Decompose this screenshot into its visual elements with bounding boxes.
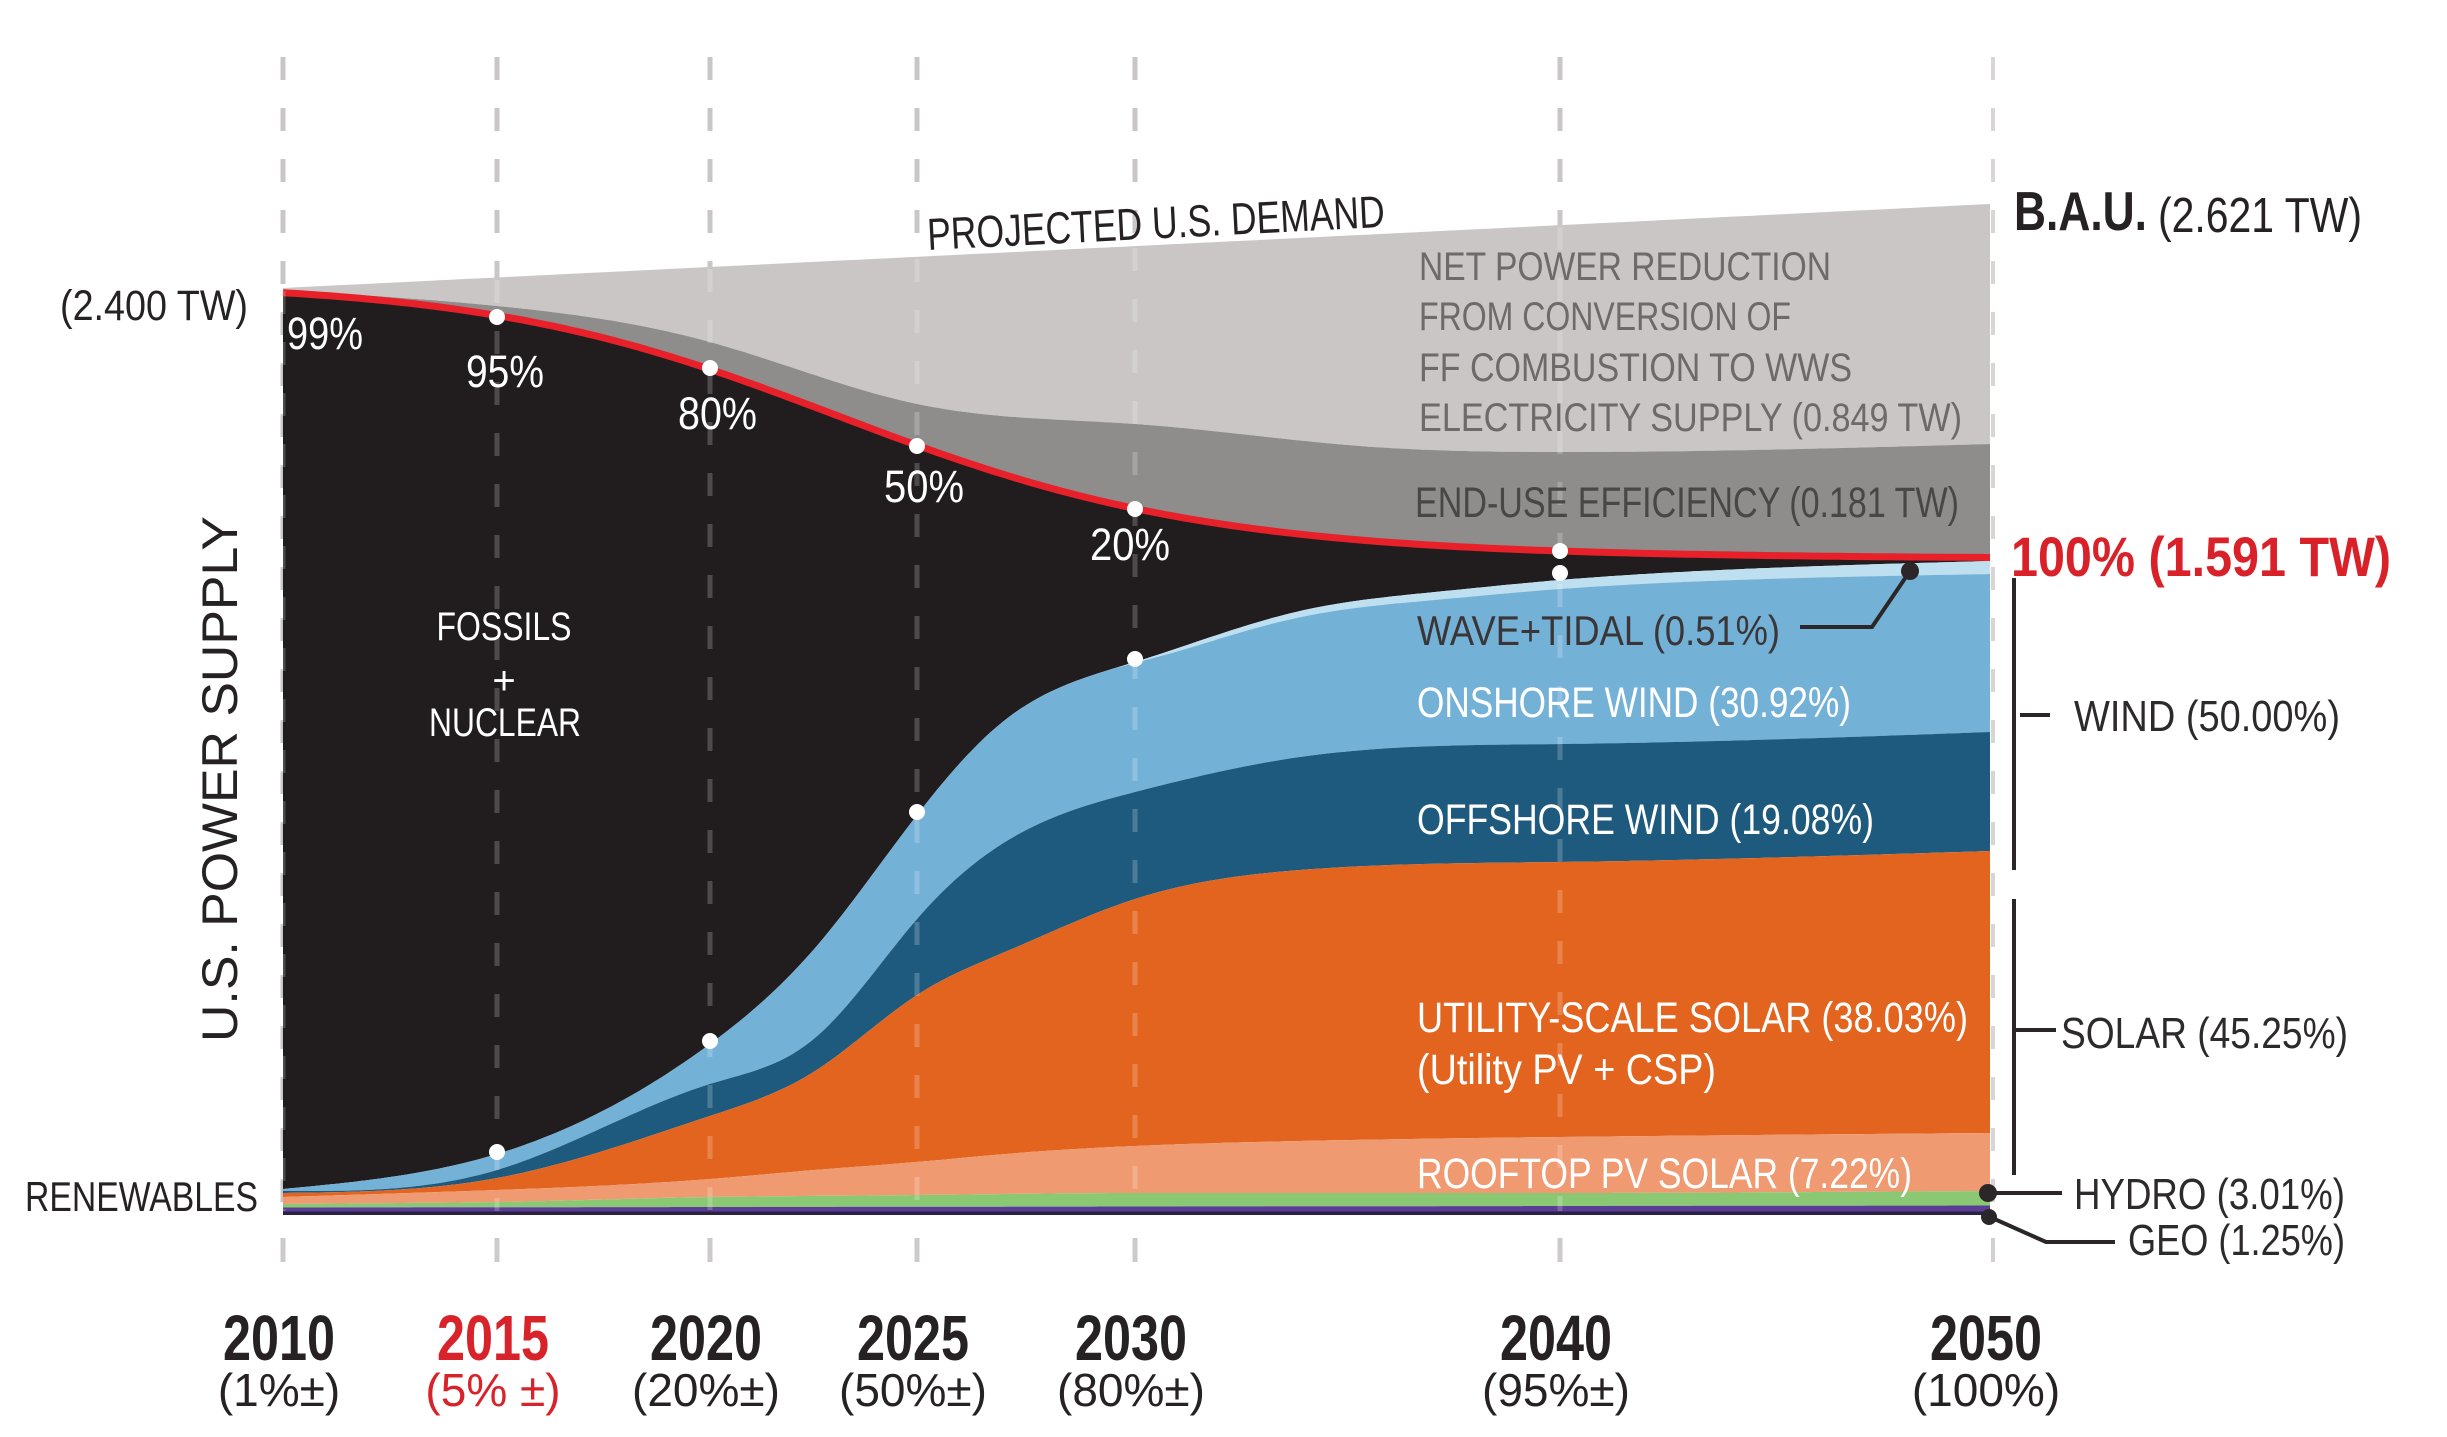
svg-text:2025: 2025 [857,1302,969,1374]
svg-text:2050: 2050 [1930,1302,2042,1374]
svg-text:END-USE EFFICIENCY (0.181 TW): END-USE EFFICIENCY (0.181 TW) [1415,479,1959,527]
svg-text:FROM CONVERSION OF: FROM CONVERSION OF [1419,295,1791,339]
svg-text:UTILITY-SCALE SOLAR (38.03%): UTILITY-SCALE SOLAR (38.03%) [1417,994,1968,1042]
svg-text:(2.621 TW): (2.621 TW) [2158,189,2362,243]
svg-text:(95%±): (95%±) [1482,1364,1630,1416]
svg-text:GEO (1.25%): GEO (1.25%) [2128,1216,2345,1265]
svg-text:NET POWER REDUCTION: NET POWER REDUCTION [1419,245,1831,289]
svg-text:20%: 20% [1090,519,1170,570]
svg-text:FF COMBUSTION TO WWS: FF COMBUSTION TO WWS [1419,346,1852,390]
svg-text:B.A.U.: B.A.U. [2014,180,2147,242]
svg-text:(Utility PV + CSP): (Utility PV + CSP) [1417,1046,1716,1094]
svg-text:99%: 99% [287,308,363,359]
svg-text:NUCLEAR: NUCLEAR [429,701,581,745]
svg-text:+: + [492,659,515,703]
svg-text:WIND (50.00%): WIND (50.00%) [2074,692,2340,741]
svg-text:2015: 2015 [437,1302,549,1374]
svg-text:2010: 2010 [223,1302,335,1374]
svg-text:(50%±): (50%±) [839,1364,987,1416]
svg-text:80%: 80% [678,388,757,439]
svg-text:SOLAR (45.25%): SOLAR (45.25%) [2061,1009,2348,1058]
svg-text:50%: 50% [884,461,964,512]
svg-text:2030: 2030 [1075,1302,1187,1374]
svg-text:ROOFTOP PV SOLAR (7.22%): ROOFTOP PV SOLAR (7.22%) [1417,1150,1912,1198]
svg-text:U.S. POWER SUPPLY: U.S. POWER SUPPLY [192,516,248,1042]
svg-text:2040: 2040 [1500,1302,1612,1374]
svg-text:(1%±): (1%±) [218,1364,340,1416]
svg-text:(80%±): (80%±) [1057,1364,1205,1416]
svg-text:(2.400 TW): (2.400 TW) [60,282,248,330]
svg-text:(20%±): (20%±) [632,1364,780,1416]
svg-text:(5% ±): (5% ±) [425,1364,560,1416]
svg-text:FOSSILS: FOSSILS [437,605,572,649]
svg-text:ELECTRICITY SUPPLY (0.849 TW): ELECTRICITY SUPPLY (0.849 TW) [1419,396,1962,440]
svg-text:(100%): (100%) [1912,1364,2060,1416]
svg-text:WAVE+TIDAL (0.51%): WAVE+TIDAL (0.51%) [1417,607,1780,654]
svg-text:100% (1.591 TW): 100% (1.591 TW) [2011,525,2391,588]
svg-text:2020: 2020 [650,1302,762,1374]
svg-text:OFFSHORE WIND (19.08%): OFFSHORE WIND (19.08%) [1417,796,1874,844]
svg-text:HYDRO (3.01%): HYDRO (3.01%) [2074,1170,2345,1219]
svg-text:RENEWABLES: RENEWABLES [25,1173,258,1220]
svg-text:ONSHORE WIND (30.92%): ONSHORE WIND (30.92%) [1417,679,1851,727]
svg-text:95%: 95% [466,346,544,397]
